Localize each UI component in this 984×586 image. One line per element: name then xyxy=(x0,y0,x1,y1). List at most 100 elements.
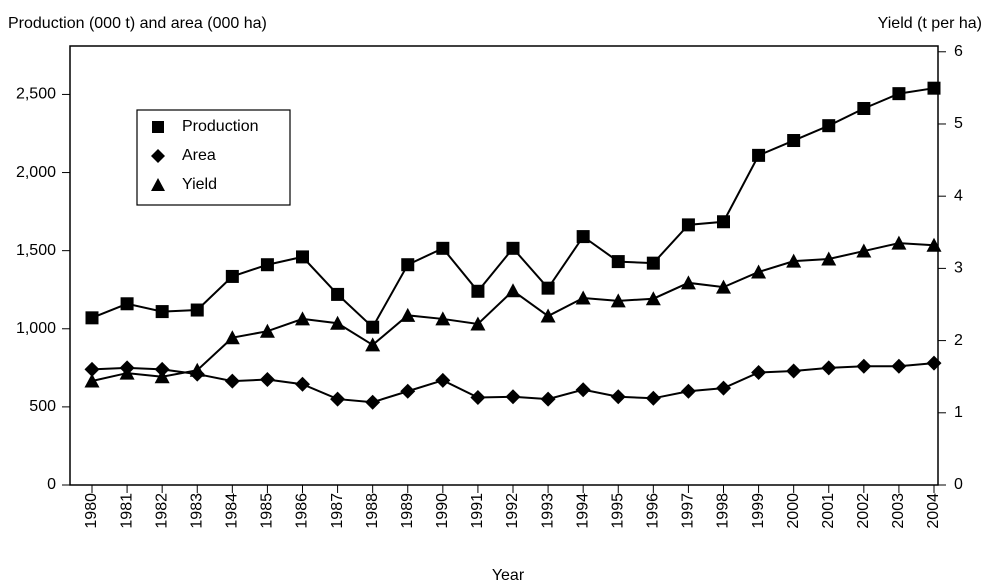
x-tick-label: 2004 xyxy=(925,493,942,529)
marker xyxy=(576,230,590,244)
marker xyxy=(119,365,135,380)
marker xyxy=(435,311,451,326)
y2-tick-label: 0 xyxy=(954,476,963,493)
legend-label: Production xyxy=(182,118,259,135)
marker xyxy=(680,383,696,399)
marker xyxy=(259,323,275,338)
marker xyxy=(330,391,346,407)
marker xyxy=(436,241,450,255)
marker xyxy=(225,269,239,283)
marker xyxy=(541,281,555,295)
marker xyxy=(84,361,100,377)
x-tick-label: 1985 xyxy=(259,493,276,529)
x-tick-label: 1995 xyxy=(609,493,626,529)
y-tick-label: 1,000 xyxy=(16,320,56,337)
x-tick-label: 1981 xyxy=(118,493,135,529)
marker xyxy=(751,365,767,381)
y-tick-label: 1,500 xyxy=(16,242,56,259)
marker xyxy=(716,380,731,396)
marker xyxy=(120,297,134,311)
x-tick-label: 1997 xyxy=(680,493,697,529)
marker xyxy=(786,253,802,268)
marker xyxy=(681,218,695,232)
x-tick-label: 1990 xyxy=(434,493,451,529)
marker xyxy=(646,256,660,270)
x-tick-label: 1994 xyxy=(574,493,591,529)
marker xyxy=(85,311,99,325)
legend-label: Area xyxy=(182,147,216,164)
x-tick-label: 1992 xyxy=(504,493,521,529)
y2-tick-label: 3 xyxy=(954,260,963,277)
marker xyxy=(892,87,906,101)
y2-tick-label: 6 xyxy=(954,43,963,60)
marker xyxy=(224,373,240,389)
x-tick-label: 1980 xyxy=(83,493,100,529)
x-tick-label: 1987 xyxy=(329,493,346,529)
marker xyxy=(540,308,556,323)
marker xyxy=(752,148,766,162)
marker xyxy=(151,178,165,191)
marker xyxy=(190,303,204,317)
marker xyxy=(821,360,837,376)
x-tick-label: 2001 xyxy=(820,493,837,529)
marker xyxy=(400,383,416,399)
y2-tick-label: 2 xyxy=(954,332,963,349)
marker xyxy=(610,293,626,308)
marker xyxy=(575,382,591,398)
marker xyxy=(575,290,591,305)
marker xyxy=(505,389,521,405)
x-tick-label: 2000 xyxy=(785,493,802,529)
marker xyxy=(331,287,345,301)
x-tick-label: 1988 xyxy=(364,493,381,529)
x-tick-label: 1999 xyxy=(750,493,767,529)
x-tick-label: 1982 xyxy=(153,493,170,529)
marker xyxy=(645,291,661,306)
marker xyxy=(926,237,942,252)
marker xyxy=(751,264,767,279)
y2-tick-label: 5 xyxy=(954,115,963,132)
marker xyxy=(506,241,520,255)
marker xyxy=(435,372,451,388)
marker xyxy=(857,101,871,115)
plot-frame xyxy=(69,45,939,486)
marker xyxy=(295,311,310,326)
marker xyxy=(891,235,907,250)
marker xyxy=(856,243,872,258)
marker xyxy=(821,251,837,266)
marker xyxy=(366,320,380,334)
y2-tick-label: 1 xyxy=(954,404,963,421)
marker xyxy=(470,390,486,406)
marker xyxy=(787,134,801,148)
y-axis-label: Production (000 t) and area (000 ha) xyxy=(8,15,267,32)
marker xyxy=(296,250,309,264)
marker xyxy=(365,337,381,352)
marker xyxy=(151,149,165,163)
x-tick-label: 1986 xyxy=(294,493,311,529)
x-tick-label: 1996 xyxy=(645,493,662,529)
y-tick-label: 2,500 xyxy=(16,86,56,103)
marker xyxy=(610,389,626,405)
legend-label: Yield xyxy=(182,176,217,193)
marker xyxy=(540,391,556,407)
y2-tick-label: 4 xyxy=(954,187,963,204)
marker xyxy=(260,258,274,272)
marker xyxy=(891,358,907,374)
marker xyxy=(927,81,941,95)
marker xyxy=(400,307,416,322)
marker xyxy=(401,258,415,272)
marker xyxy=(84,373,100,388)
marker xyxy=(680,275,696,290)
x-tick-label: 1991 xyxy=(469,493,486,529)
x-tick-label: 1989 xyxy=(399,493,416,529)
x-tick-label: 1998 xyxy=(715,493,732,529)
marker xyxy=(716,279,731,294)
x-axis-label: Year xyxy=(492,567,525,584)
marker xyxy=(822,119,836,133)
x-tick-label: 1993 xyxy=(539,493,556,529)
marker xyxy=(154,369,170,384)
marker xyxy=(189,362,205,377)
y2-axis-label: Yield (t per ha) xyxy=(878,15,982,32)
marker xyxy=(365,394,381,410)
marker xyxy=(224,330,240,345)
